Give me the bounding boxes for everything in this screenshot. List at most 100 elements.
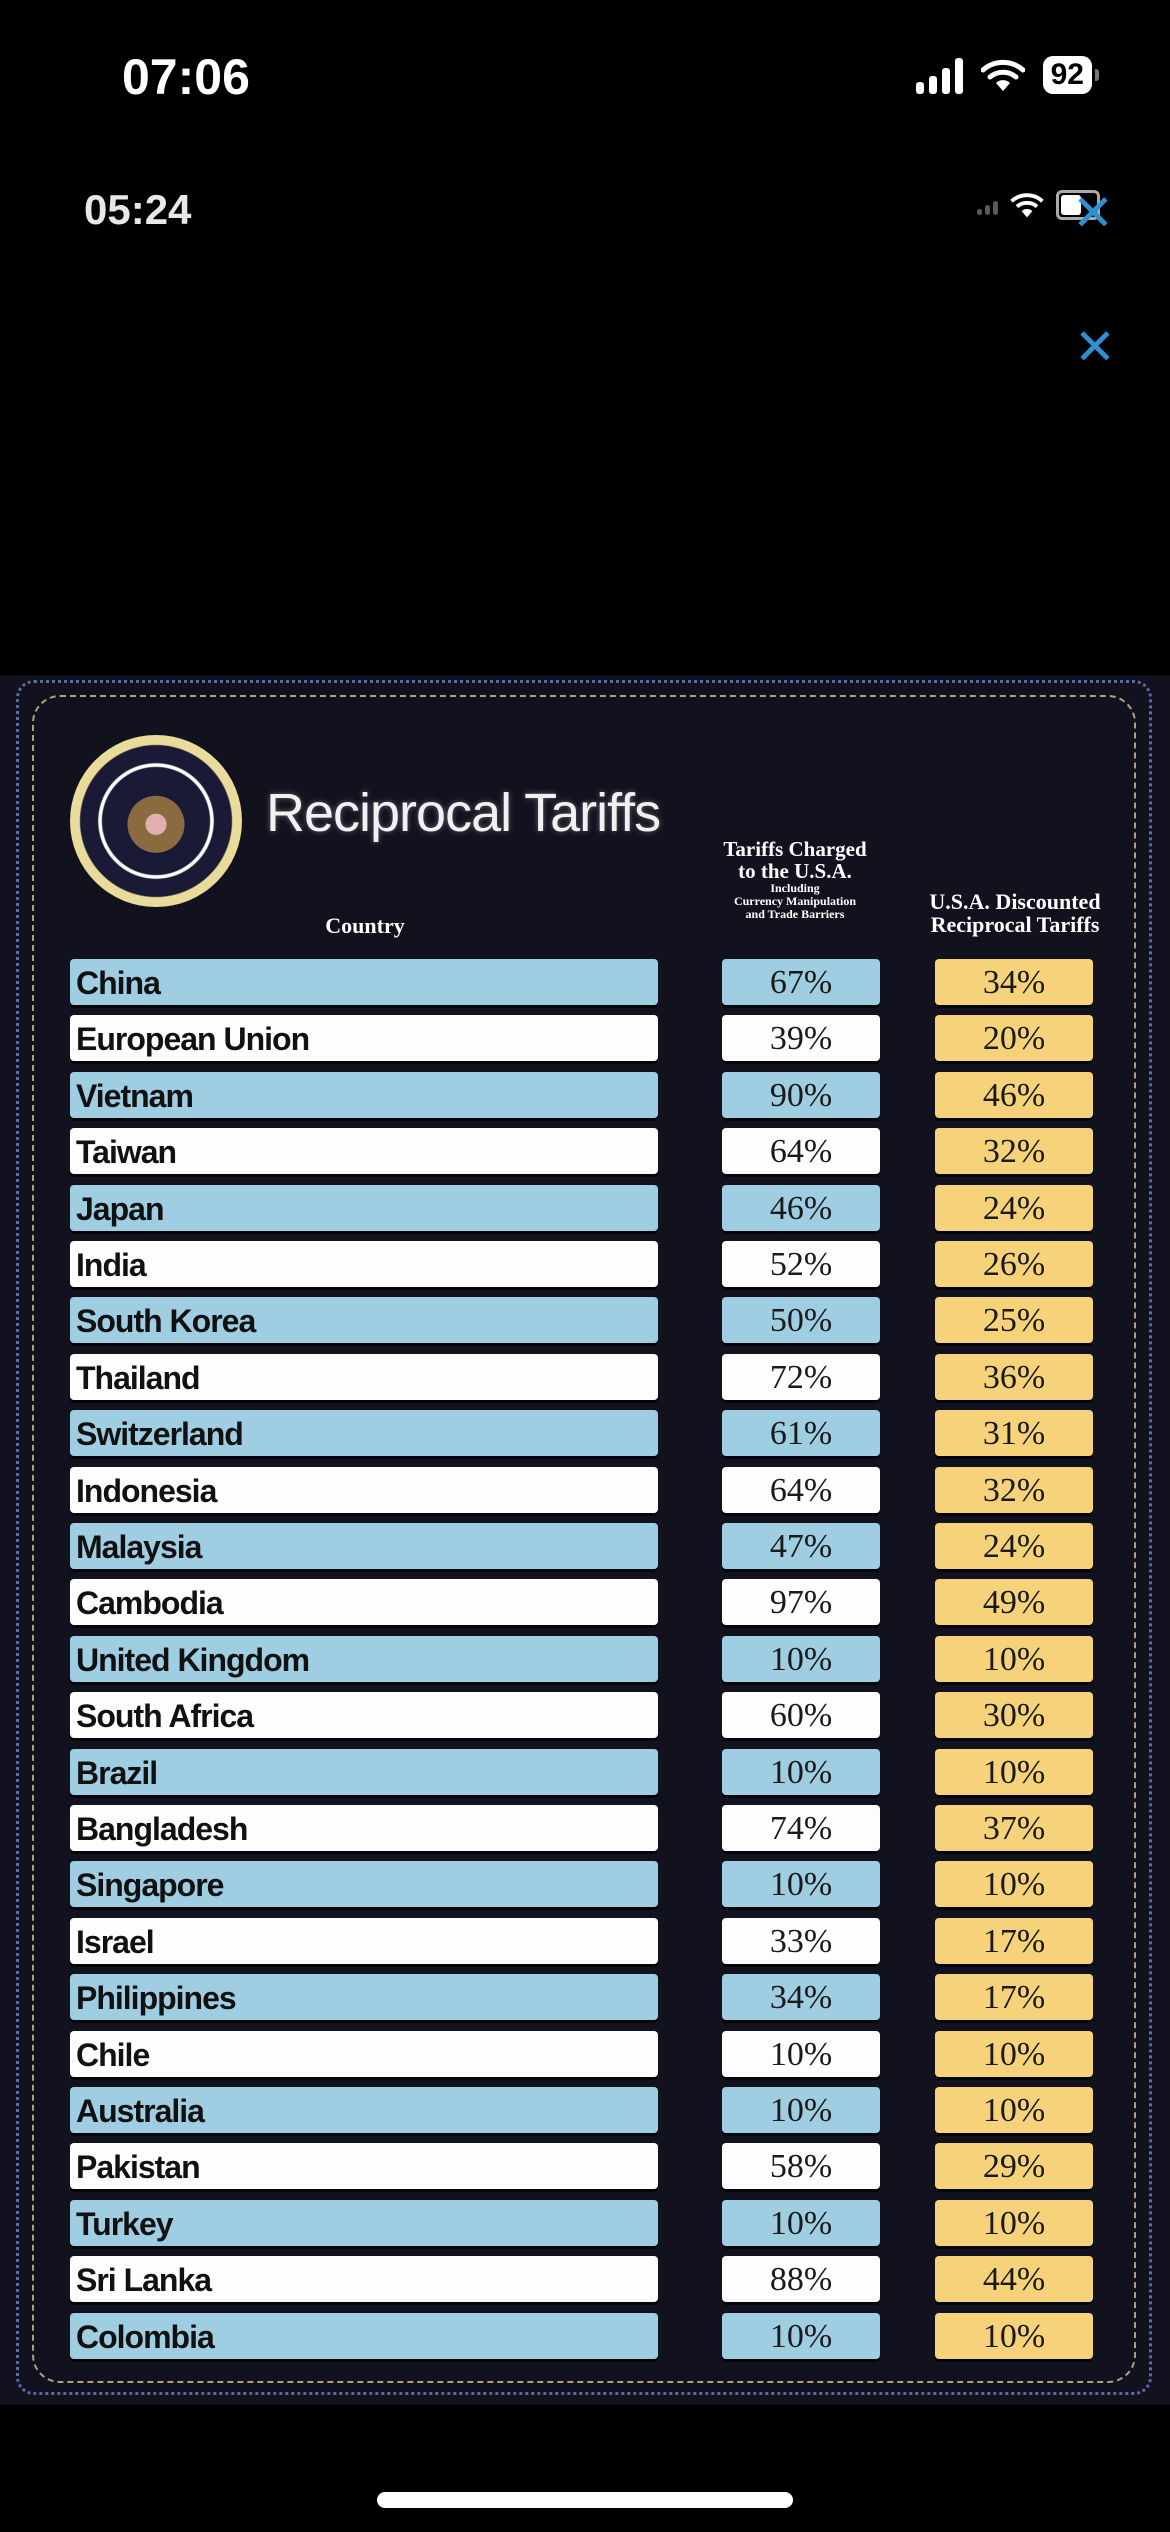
country-cell: South Africa: [70, 1692, 658, 1738]
home-indicator[interactable]: [377, 2492, 793, 2508]
table-row: United Kingdom 10% 10%: [0, 1636, 1170, 1684]
status-icons: 92: [915, 56, 1100, 94]
tariff-charged-cell: 60%: [722, 1692, 880, 1738]
header-charged-note3: and Trade Barriers: [745, 907, 845, 922]
country-cell: Indonesia: [70, 1467, 658, 1513]
tariff-charged-cell: 52%: [722, 1241, 880, 1287]
tariff-charged-cell: 46%: [722, 1185, 880, 1231]
wifi-icon: [980, 59, 1025, 91]
table-row: Japan 46% 24%: [0, 1185, 1170, 1233]
table-row: Philippines 34% 17%: [0, 1974, 1170, 2022]
tariff-charged-cell: 90%: [722, 1072, 880, 1118]
discounted-tariff-cell: 10%: [935, 2313, 1093, 2359]
close-icon[interactable]: ✕: [1072, 185, 1114, 241]
country-cell: Vietnam: [70, 1072, 658, 1118]
table-row: Turkey 10% 10%: [0, 2200, 1170, 2248]
country-cell: Japan: [70, 1185, 658, 1231]
country-cell: Brazil: [70, 1749, 658, 1795]
table-row: Singapore 10% 10%: [0, 1861, 1170, 1909]
discounted-tariff-cell: 10%: [935, 1861, 1093, 1907]
country-cell: China: [70, 959, 658, 1005]
discounted-tariff-cell: 10%: [935, 2087, 1093, 2133]
table-row: Vietnam 90% 46%: [0, 1072, 1170, 1120]
country-cell: Philippines: [70, 1974, 658, 2020]
discounted-tariff-cell: 25%: [935, 1297, 1093, 1343]
discounted-tariff-cell: 17%: [935, 1974, 1093, 2020]
discounted-tariff-cell: 17%: [935, 1918, 1093, 1964]
discounted-tariff-cell: 36%: [935, 1354, 1093, 1400]
country-cell: Thailand: [70, 1354, 658, 1400]
infographic-title: Reciprocal Tariffs: [266, 783, 661, 843]
country-cell: Pakistan: [70, 2143, 658, 2189]
table-row: Malaysia 47% 24%: [0, 1523, 1170, 1571]
table-row: European Union 39% 20%: [0, 1015, 1170, 1063]
embedded-signal-icon: [977, 195, 998, 215]
tariff-charged-cell: 10%: [722, 2200, 880, 2246]
country-cell: South Korea: [70, 1297, 658, 1343]
table-row: Taiwan 64% 32%: [0, 1128, 1170, 1176]
tariff-charged-cell: 10%: [722, 1636, 880, 1682]
table-row: South Korea 50% 25%: [0, 1297, 1170, 1345]
eagle-icon: [126, 788, 186, 854]
table-row: India 52% 26%: [0, 1241, 1170, 1289]
tariff-charged-cell: 10%: [722, 1861, 880, 1907]
close-button[interactable]: ✕: [1074, 319, 1116, 375]
tariff-charged-cell: 64%: [722, 1467, 880, 1513]
discounted-tariff-cell: 10%: [935, 2031, 1093, 2077]
header-charged-note1: Including: [770, 881, 820, 896]
battery-icon: 92: [1042, 56, 1100, 94]
tariff-charged-cell: 61%: [722, 1410, 880, 1456]
country-cell: Singapore: [70, 1861, 658, 1907]
country-cell: Sri Lanka: [70, 2256, 658, 2302]
discounted-tariff-cell: 46%: [935, 1072, 1093, 1118]
tariff-charged-cell: 33%: [722, 1918, 880, 1964]
table-row: Israel 33% 17%: [0, 1918, 1170, 1966]
header-discounted-line2: Reciprocal Tariffs: [930, 912, 1100, 938]
table-row: Colombia 10% 10%: [0, 2313, 1170, 2361]
discounted-tariff-cell: 20%: [935, 1015, 1093, 1061]
tariff-charged-cell: 74%: [722, 1805, 880, 1851]
discounted-tariff-cell: 32%: [935, 1128, 1093, 1174]
table-row: Switzerland 61% 31%: [0, 1410, 1170, 1458]
table-row: Australia 10% 10%: [0, 2087, 1170, 2135]
tariff-charged-cell: 88%: [722, 2256, 880, 2302]
signal-icon: [915, 56, 963, 94]
tariff-charged-cell: 67%: [722, 959, 880, 1005]
table-row: Thailand 72% 36%: [0, 1354, 1170, 1402]
header-charged-line1: Tariffs Charged: [723, 837, 867, 861]
country-cell: Cambodia: [70, 1579, 658, 1625]
country-cell: European Union: [70, 1015, 658, 1061]
discounted-tariff-cell: 37%: [935, 1805, 1093, 1851]
decorative-border: [16, 680, 1152, 2395]
discounted-tariff-cell: 26%: [935, 1241, 1093, 1287]
discounted-tariff-cell: 10%: [935, 2200, 1093, 2246]
country-cell: Colombia: [70, 2313, 658, 2359]
discounted-tariff-cell: 10%: [935, 1749, 1093, 1795]
discounted-tariff-cell: 49%: [935, 1579, 1093, 1625]
country-cell: Malaysia: [70, 1523, 658, 1569]
header-discounted-line1: U.S.A. Discounted: [929, 889, 1101, 914]
header-tariffs-charged: Tariffs Charged to the U.S.A. Including …: [700, 838, 890, 922]
tariff-charged-cell: 58%: [722, 2143, 880, 2189]
embedded-time: 05:24: [84, 186, 192, 233]
discounted-tariff-cell: 10%: [935, 1636, 1093, 1682]
header-charged-note2: Currency Manipulation: [733, 894, 857, 909]
table-row: Indonesia 64% 32%: [0, 1467, 1170, 1515]
country-cell: Chile: [70, 2031, 658, 2077]
tariff-charged-cell: 34%: [722, 1974, 880, 2020]
country-cell: United Kingdom: [70, 1636, 658, 1682]
tariff-charged-cell: 10%: [722, 2087, 880, 2133]
country-cell: Israel: [70, 1918, 658, 1964]
discounted-tariff-cell: 30%: [935, 1692, 1093, 1738]
discounted-tariff-cell: 24%: [935, 1523, 1093, 1569]
table-row: South Africa 60% 30%: [0, 1692, 1170, 1740]
table-row: Sri Lanka 88% 44%: [0, 2256, 1170, 2304]
country-cell: Taiwan: [70, 1128, 658, 1174]
tariff-charged-cell: 72%: [722, 1354, 880, 1400]
header-charged-line2: to the U.S.A.: [738, 859, 852, 884]
discounted-tariff-cell: 44%: [935, 2256, 1093, 2302]
tariff-charged-cell: 50%: [722, 1297, 880, 1343]
country-cell: India: [70, 1241, 658, 1287]
decorative-inner-border: [32, 695, 1136, 2383]
tariff-charged-cell: 97%: [722, 1579, 880, 1625]
